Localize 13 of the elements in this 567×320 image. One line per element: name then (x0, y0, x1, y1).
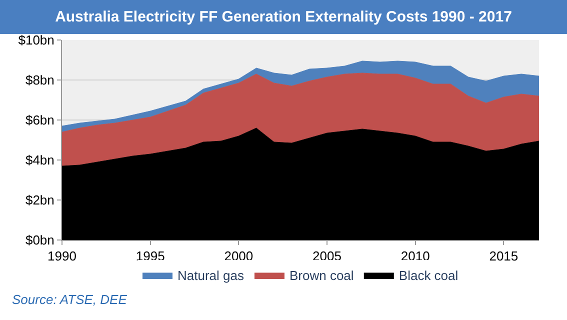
y-tick-label: $2bn (25, 192, 54, 208)
legend-label: Black coal (398, 268, 458, 284)
y-tick-label: $0bn (25, 232, 54, 248)
y-tick-label: $10bn (18, 32, 54, 48)
y-tick-label: $4bn (25, 152, 54, 168)
source-note: Source: ATSE, DEE (12, 292, 128, 307)
y-tick-label: $6bn (25, 112, 54, 128)
legend-label: Natural gas (178, 268, 244, 284)
y-tick-label: $8bn (25, 72, 54, 88)
x-tick-label: 1990 (48, 248, 76, 264)
x-tick-label: 2015 (489, 248, 518, 264)
chart-title: Australia Electricity FF Generation Externality Costs 1990 - 2017 (55, 8, 512, 26)
legend-label: Brown coal (289, 268, 354, 284)
